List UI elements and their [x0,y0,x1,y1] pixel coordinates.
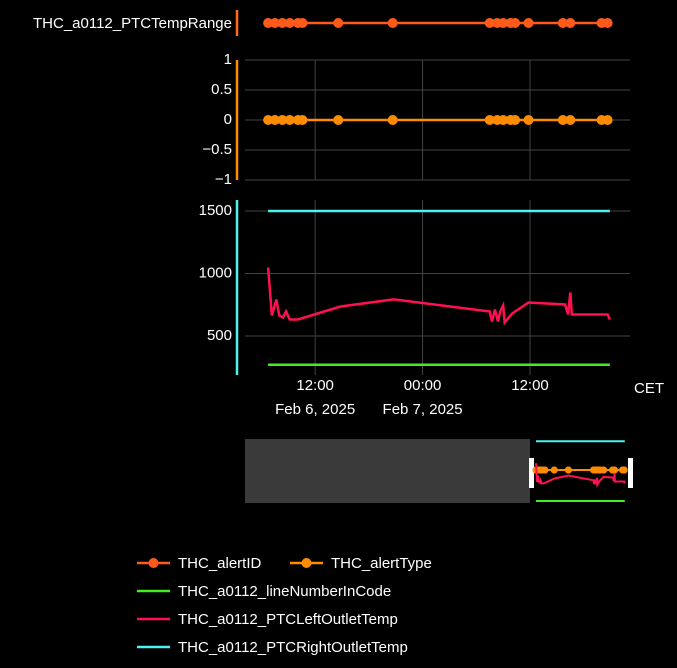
marker [498,18,509,28]
marker [284,115,295,125]
marker [565,18,576,28]
y-tick-label: 1000 [199,264,232,281]
range-handle[interactable] [628,458,633,488]
legend-label: THC_a0112_PTCRightOutletTemp [178,639,408,656]
x-tick-date: Feb 6, 2025 [275,401,355,418]
marker [297,18,308,28]
marker [387,18,398,28]
marker [277,115,288,125]
legend-marker [301,558,312,568]
x-axis-label: CET [634,380,664,397]
legend-label: THC_alertID [178,555,262,572]
mini-marker [610,466,618,474]
y-tick-label: −0.5 [202,141,232,158]
y-tick-label: 500 [207,327,232,344]
marker [602,18,613,28]
marker [523,115,534,125]
range-handle[interactable] [529,458,534,488]
y-tick-label: 0.5 [211,81,232,98]
marker [557,18,568,28]
marker [333,18,344,28]
y-tick-label: −1 [215,171,232,188]
legend-marker [148,558,159,568]
marker [498,115,509,125]
series-line [266,267,611,326]
y-tick-label: 1500 [199,202,232,219]
mini-marker [541,466,549,474]
y-axis-label: THC_a0112_PTCTempRange [33,15,232,32]
y-tick-label: 1 [224,51,232,68]
marker [269,18,280,28]
marker [277,18,288,28]
marker [297,115,308,125]
x-tick-label: 12:00 [511,377,549,394]
legend-label: THC_a0112_PTCLeftOutletTemp [178,611,398,628]
marker [333,115,344,125]
marker [484,18,495,28]
x-tick-date: Feb 7, 2025 [383,401,463,418]
marker [557,115,568,125]
x-tick-label: 00:00 [404,377,442,394]
mini-marker [564,466,572,474]
marker [602,115,613,125]
marker [387,115,398,125]
legend-label: THC_alertType [331,555,432,572]
y-tick-label: 0 [224,111,232,128]
mini-marker [550,466,558,474]
range-slider-mask [245,439,530,503]
marker [284,18,295,28]
marker [510,18,521,28]
marker [565,115,576,125]
marker [510,115,521,125]
mini-marker [620,466,628,474]
marker [269,115,280,125]
mini-line [535,463,626,489]
marker [523,18,534,28]
legend-label: THC_a0112_lineNumberInCode [178,583,391,600]
x-tick-label: 12:00 [296,377,334,394]
marker [484,115,495,125]
mini-marker [600,466,608,474]
